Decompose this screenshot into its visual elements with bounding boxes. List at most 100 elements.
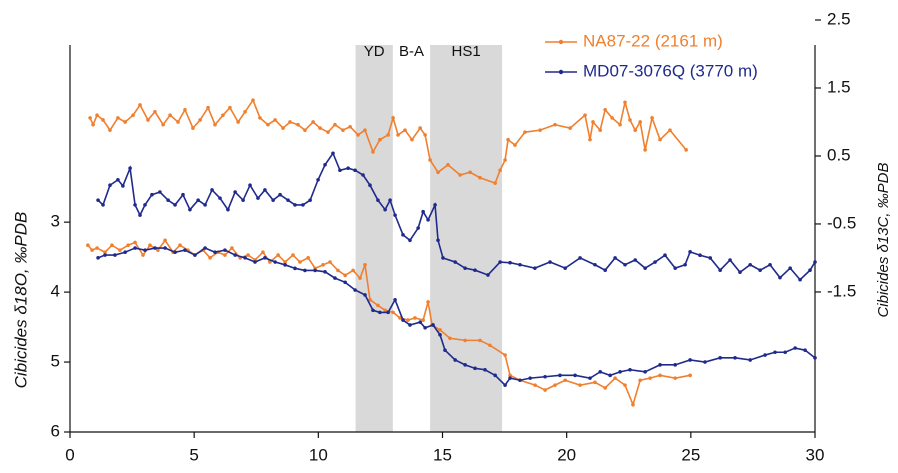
- data-point: [328, 260, 332, 264]
- data-point: [91, 122, 95, 127]
- data-point: [333, 276, 337, 280]
- data-point: [543, 388, 547, 392]
- y-tick-label: 5: [51, 352, 60, 371]
- data-point: [728, 258, 732, 262]
- data-point: [193, 253, 197, 257]
- data-point: [393, 213, 397, 217]
- data-point: [523, 130, 527, 134]
- data-point: [166, 198, 170, 202]
- data-point: [401, 233, 405, 237]
- data-point: [493, 181, 497, 185]
- data-point: [96, 256, 100, 260]
- data-point: [673, 266, 677, 270]
- data-point: [768, 262, 772, 267]
- x-tick-label: 0: [65, 445, 74, 464]
- data-point: [688, 250, 692, 254]
- data-point: [203, 203, 207, 207]
- data-point: [408, 238, 412, 243]
- data-point: [223, 253, 227, 257]
- data-point: [353, 168, 357, 173]
- data-point: [183, 107, 187, 112]
- data-point: [436, 170, 440, 175]
- data-point: [333, 122, 337, 127]
- data-point: [103, 253, 107, 257]
- data-point: [116, 116, 120, 120]
- data-point: [210, 188, 214, 192]
- data-point: [103, 250, 107, 255]
- data-point: [538, 128, 542, 132]
- data-point: [113, 253, 117, 257]
- data-point: [343, 280, 347, 285]
- data-point: [623, 100, 627, 105]
- data-point: [446, 163, 450, 167]
- data-point: [808, 268, 812, 272]
- data-point: [618, 122, 622, 127]
- data-point: [141, 253, 145, 257]
- data-point: [421, 318, 425, 322]
- data-point: [718, 268, 722, 272]
- data-point: [426, 300, 430, 304]
- data-point: [393, 297, 397, 302]
- data-point: [283, 260, 287, 264]
- data-point: [633, 258, 638, 262]
- data-point: [181, 192, 185, 197]
- data-point: [131, 113, 135, 117]
- data-point: [598, 370, 602, 374]
- data-point: [748, 262, 752, 267]
- period-label: HS1: [451, 43, 480, 60]
- data-point: [371, 308, 375, 313]
- data-point: [498, 168, 502, 173]
- data-point: [488, 343, 492, 348]
- data-point: [311, 120, 315, 124]
- data-point: [436, 238, 440, 243]
- data-point: [343, 273, 347, 278]
- x-tick-label: 15: [433, 445, 452, 464]
- data-point: [233, 190, 237, 194]
- data-point: [158, 190, 162, 194]
- data-point: [198, 118, 202, 122]
- data-point: [643, 370, 647, 374]
- data-point: [368, 183, 372, 188]
- data-point: [528, 376, 532, 380]
- data-point: [650, 116, 654, 120]
- data-point: [183, 248, 187, 252]
- data-point: [228, 105, 232, 110]
- data-point: [173, 250, 177, 255]
- data-point: [168, 113, 172, 117]
- data-point: [353, 288, 357, 292]
- data-point: [116, 177, 120, 182]
- y2-tick-label: 1.5: [827, 77, 851, 96]
- data-point: [593, 380, 597, 385]
- data-point: [703, 360, 707, 364]
- data-point: [788, 266, 792, 270]
- data-point: [163, 238, 167, 243]
- data-point: [256, 196, 260, 200]
- data-point: [258, 116, 262, 120]
- data-point: [483, 367, 487, 372]
- data-point: [553, 383, 557, 387]
- data-point: [406, 318, 410, 322]
- data-point: [326, 130, 330, 134]
- data-point: [563, 378, 567, 383]
- data-point: [683, 262, 687, 267]
- data-point: [133, 246, 137, 250]
- data-point: [266, 122, 270, 127]
- data-point: [316, 177, 320, 182]
- period-label: YD: [364, 43, 385, 60]
- data-point: [506, 137, 510, 142]
- data-point: [196, 198, 200, 202]
- data-point: [223, 248, 227, 252]
- data-point: [508, 376, 512, 380]
- data-point: [95, 113, 99, 117]
- data-point: [648, 376, 652, 380]
- period-band: [355, 45, 393, 432]
- data-point: [441, 256, 445, 260]
- period-band: [430, 45, 503, 432]
- x-tick-label: 20: [557, 445, 576, 464]
- data-point: [503, 383, 507, 387]
- data-point: [148, 243, 152, 248]
- data-point: [203, 246, 207, 250]
- data-point: [453, 260, 457, 264]
- data-point: [418, 126, 422, 130]
- data-point: [296, 122, 300, 127]
